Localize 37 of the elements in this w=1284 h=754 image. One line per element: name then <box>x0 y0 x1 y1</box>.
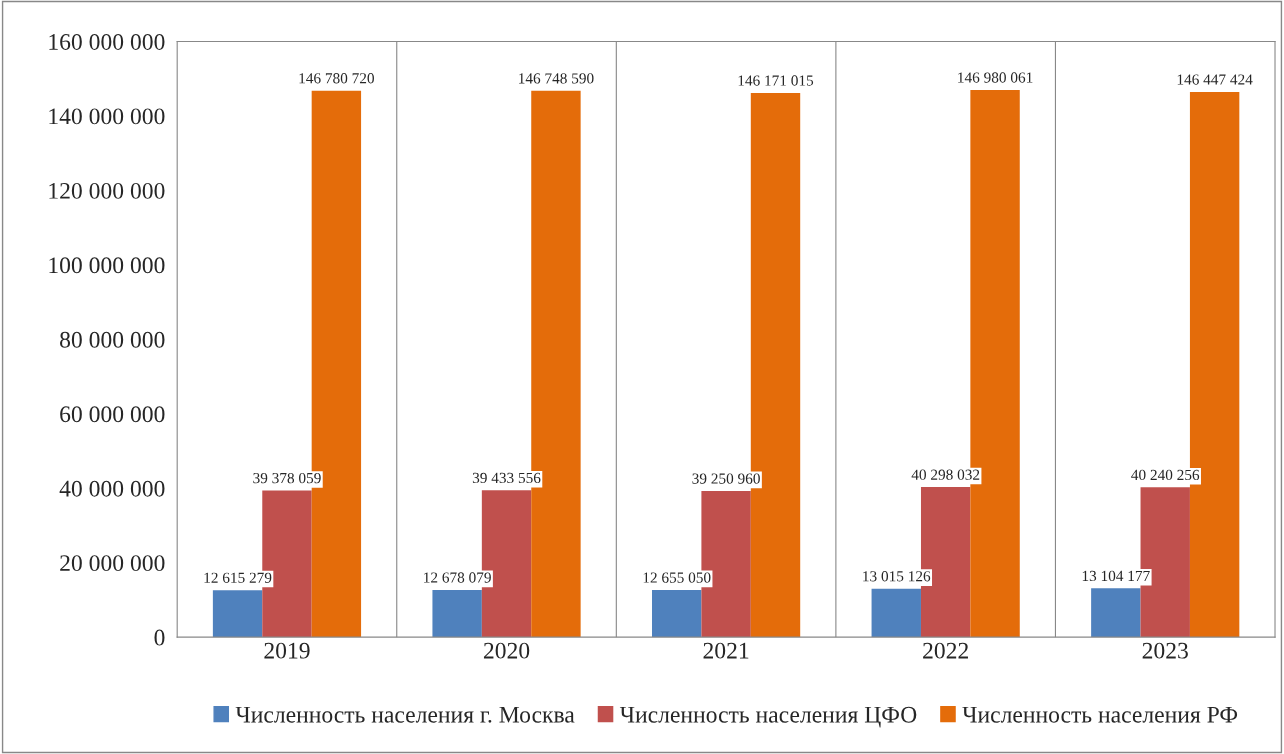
data-label: 12 615 279 <box>204 572 272 583</box>
legend-label: Численность населения г. Москва <box>235 706 575 723</box>
data-label: 13 015 126 <box>863 571 931 582</box>
y-tick-label: 0 <box>154 629 165 646</box>
x-tick-label: 2019 <box>264 642 310 659</box>
bar <box>432 589 482 638</box>
data-label: 39 250 960 <box>692 473 760 484</box>
legend-label: Численность населения РФ <box>962 706 1238 723</box>
data-label: 39 433 556 <box>472 472 541 484</box>
y-tick-label: 140 000 000 <box>49 108 165 125</box>
bar <box>871 588 921 638</box>
data-label: 146 780 720 <box>299 73 374 84</box>
data-label: 146 171 015 <box>738 75 814 86</box>
data-label: 12 678 079 <box>424 572 491 583</box>
data-label: 13 104 177 <box>1082 570 1150 582</box>
y-tick-label: 20 000 000 <box>60 555 165 572</box>
legend-label: Численность населения ЦФО <box>619 706 917 728</box>
data-label: 40 298 032 <box>911 469 980 480</box>
bar <box>1091 588 1141 638</box>
y-tick-label: 80 000 000 <box>60 331 165 348</box>
x-tick-label: 2021 <box>703 642 749 659</box>
y-tick-label: 40 000 000 <box>59 480 165 497</box>
data-label: 40 240 256 <box>1131 469 1200 481</box>
data-label: 146 447 424 <box>1177 74 1253 85</box>
y-tick-label: 100 000 000 <box>49 257 165 274</box>
bar <box>212 590 263 638</box>
data-label: 146 748 590 <box>519 73 594 84</box>
data-label: 39 378 059 <box>253 472 321 484</box>
y-tick-label: 160 000 000 <box>49 33 165 50</box>
bar <box>652 590 702 638</box>
x-tick-label: 2020 <box>483 642 530 659</box>
y-tick-label: 120 000 000 <box>49 182 165 199</box>
data-label: 146 980 061 <box>958 72 1033 83</box>
x-tick-label: 2023 <box>1142 642 1188 659</box>
x-tick-label: 2022 <box>923 642 968 659</box>
data-label: 12 655 050 <box>643 572 711 583</box>
y-tick-label: 60 000 000 <box>60 406 165 423</box>
